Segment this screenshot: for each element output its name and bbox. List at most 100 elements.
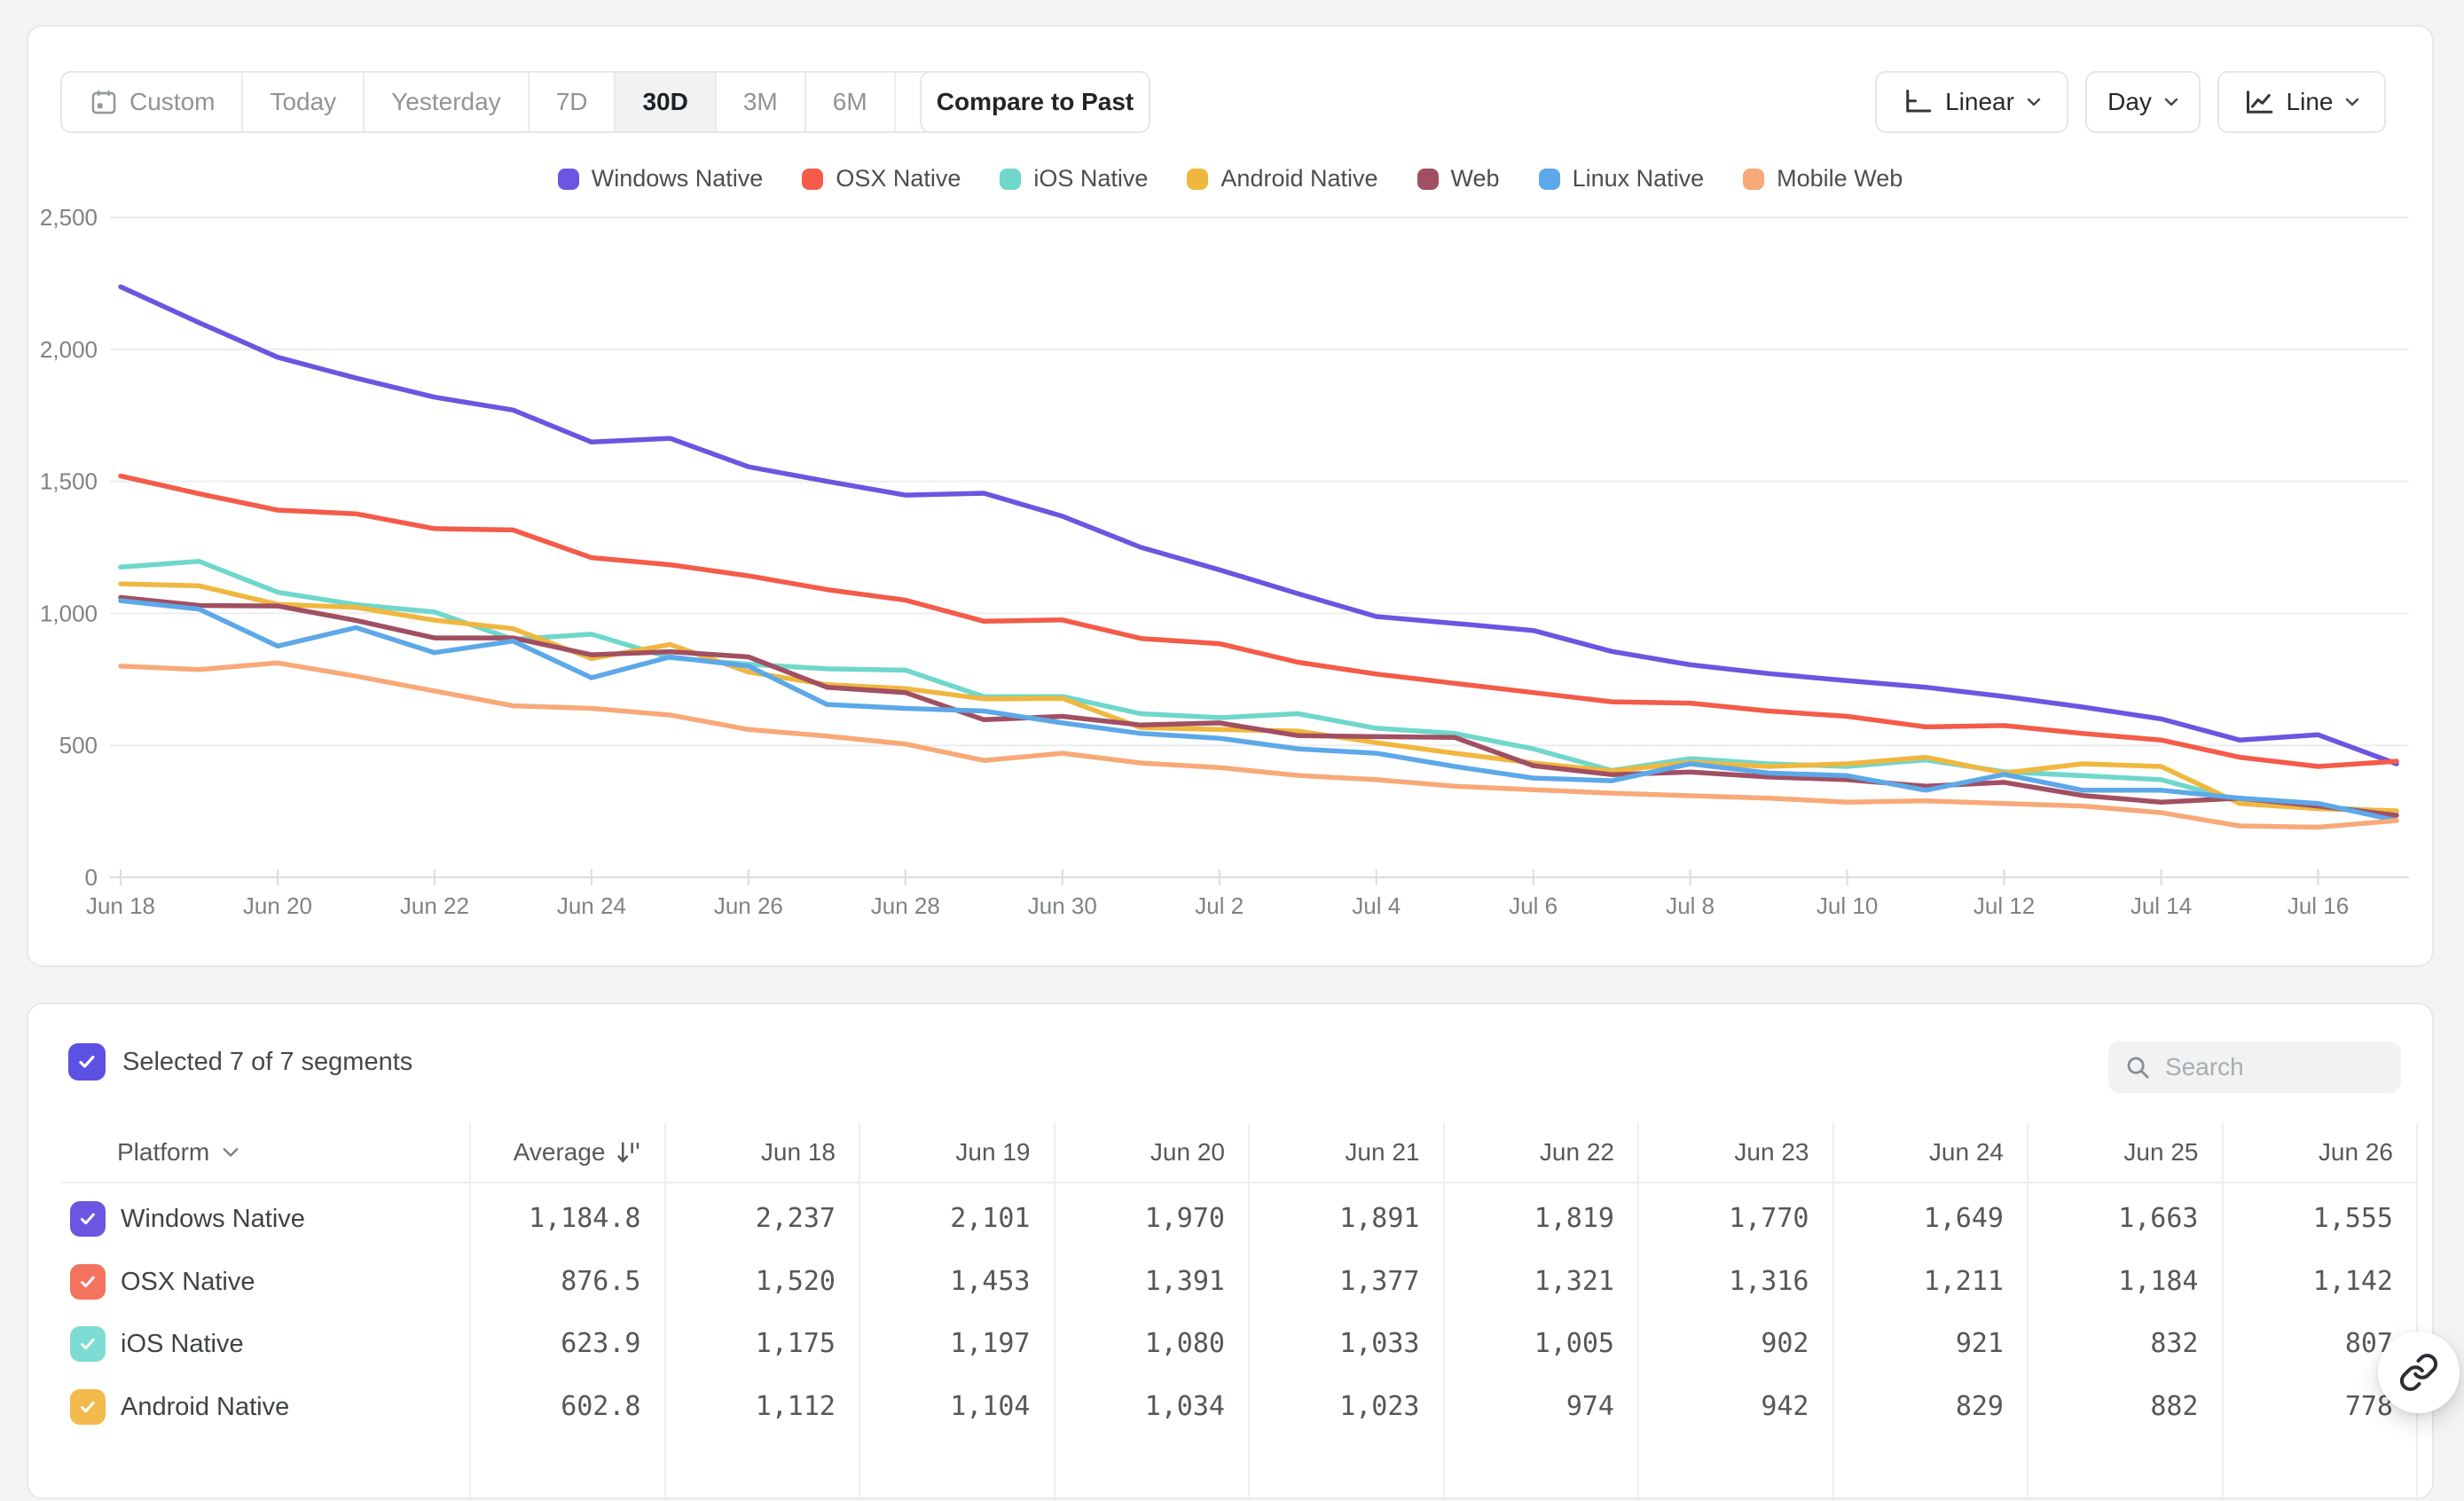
line-chart: 0 500 1,000 1,500 2,000 2,500 Jun 18 Jun 20 Jun …: [40, 204, 2409, 919]
date-range-today[interactable]: Today: [243, 73, 365, 131]
scale-select-button[interactable]: Linear: [1875, 71, 2068, 133]
column-header-label: Platform: [117, 1138, 210, 1166]
date-range-6m[interactable]: 6M: [805, 73, 896, 131]
y-axis-label: 0: [85, 864, 98, 891]
column-header-jun-19[interactable]: Jun 19: [955, 1123, 1030, 1182]
column-header-label: Jun 26: [2318, 1138, 2393, 1166]
column-header-jun-25[interactable]: Jun 25: [2123, 1123, 2198, 1182]
date-range-custom[interactable]: Custom: [62, 73, 244, 131]
table-cell: 1,316: [1729, 1265, 1809, 1297]
legend-item-linux-native[interactable]: Linux Native: [1538, 165, 1704, 193]
column-header-jun-23[interactable]: Jun 23: [1734, 1123, 1809, 1182]
search-box[interactable]: [2108, 1041, 2401, 1093]
x-axis-label: Jun 18: [86, 892, 155, 919]
row-checkbox-ios-native[interactable]: [70, 1326, 106, 1363]
table-cell: 2,101: [950, 1203, 1031, 1234]
segments-table: Platform Average Jun 18 Jun 19 Jun 20 Jun 21 J…: [28, 1004, 2432, 1501]
select-all-checkbox[interactable]: [68, 1043, 106, 1081]
x-axis-label: Jul 8: [1666, 892, 1715, 919]
table-cell: 1,663: [2118, 1203, 2199, 1234]
legend-label: OSX Native: [836, 165, 961, 192]
legend-item-osx-native[interactable]: OSX Native: [802, 165, 961, 193]
row-checkbox-windows-native[interactable]: [70, 1201, 106, 1237]
legend-item-web[interactable]: Web: [1416, 165, 1500, 193]
platform-name: Windows Native: [121, 1205, 305, 1233]
segments-table-panel: Selected 7 of 7 segments Platform Average…: [27, 1002, 2434, 1501]
series-line-windows-native: [118, 284, 2399, 766]
column-header-jun-22[interactable]: Jun 22: [1540, 1123, 1614, 1182]
table-cell: 1,023: [1339, 1390, 1420, 1422]
series-line-web: [118, 594, 2399, 818]
date-range-label: 3M: [742, 88, 778, 115]
table-cell: 921: [1955, 1328, 2004, 1360]
column-header-label: Jun 22: [1539, 1138, 1614, 1166]
date-range-label: 7D: [555, 88, 588, 115]
platform-name: OSX Native: [121, 1267, 255, 1296]
column-header-jun-20[interactable]: Jun 20: [1150, 1123, 1225, 1182]
legend-swatch: [1538, 168, 1560, 190]
date-range-label: 6M: [832, 88, 867, 115]
column-header-label: Jun 23: [1734, 1138, 1809, 1166]
table-cell: 1,970: [1144, 1203, 1225, 1234]
platform-name: Android Native: [121, 1392, 290, 1421]
legend-swatch: [1743, 168, 1765, 190]
table-cell: 1,770: [1729, 1203, 1809, 1234]
date-range-30d[interactable]: 30D: [616, 73, 717, 131]
legend-item-ios-native[interactable]: iOS Native: [1000, 165, 1148, 193]
column-header-jun-26[interactable]: Jun 26: [2319, 1123, 2393, 1182]
series-line-osx-native: [118, 473, 2399, 769]
date-range-yesterday[interactable]: Yesterday: [365, 73, 530, 131]
legend-swatch: [557, 168, 579, 190]
sort-descending-icon[interactable]: [615, 1139, 641, 1166]
line-chart-icon: [2246, 90, 2272, 114]
table-cell: 942: [1761, 1390, 1809, 1422]
column-divider: [1637, 1123, 1639, 1501]
table-cell: 1,520: [755, 1265, 836, 1297]
column-divider: [469, 1123, 471, 1501]
table-cell: 829: [1955, 1390, 2004, 1422]
legend-item-windows-native[interactable]: Windows Native: [557, 165, 764, 193]
x-axis-label: Jul 14: [2130, 892, 2192, 919]
column-header-average[interactable]: Average: [514, 1123, 641, 1182]
table-cell: 902: [1761, 1328, 1809, 1360]
legend-item-android-native[interactable]: Android Native: [1187, 165, 1378, 193]
column-header-jun-24[interactable]: Jun 24: [1929, 1123, 2004, 1182]
interval-select-button[interactable]: Day: [2085, 71, 2201, 133]
date-range-label: 30D: [642, 88, 688, 115]
chart-legend: Windows Native OSX Native iOS Native Androi…: [28, 165, 2432, 193]
table-cell: 1,184.8: [529, 1203, 641, 1234]
column-header-label: Jun 25: [2123, 1138, 2199, 1166]
column-divider: [2416, 1123, 2418, 1501]
table-cell: 1,377: [1339, 1265, 1420, 1297]
selected-segments-text: Selected 7 of 7 segments: [122, 1048, 413, 1076]
check-icon: [79, 1056, 95, 1068]
link-icon: [2399, 1353, 2438, 1392]
header-divider: [60, 1182, 2416, 1183]
column-header-jun-18[interactable]: Jun 18: [761, 1123, 836, 1182]
table-cell: 1,033: [1339, 1328, 1420, 1360]
legend-item-mobile-web[interactable]: Mobile Web: [1743, 165, 1903, 193]
date-range-3m[interactable]: 3M: [716, 73, 806, 131]
legend-label: Mobile Web: [1777, 165, 1903, 192]
legend-swatch: [1416, 168, 1439, 190]
chart-type-select-button[interactable]: Line: [2217, 71, 2386, 133]
column-header-platform[interactable]: Platform: [117, 1123, 239, 1182]
table-cell: 1,391: [1144, 1265, 1225, 1297]
legend-label: Web: [1450, 165, 1500, 192]
date-range-7d[interactable]: 7D: [529, 73, 616, 131]
check-icon: [81, 1213, 95, 1225]
search-input[interactable]: [2163, 1052, 2362, 1082]
row-checkbox-osx-native[interactable]: [70, 1263, 106, 1300]
x-axis-label: Jul 2: [1195, 892, 1244, 919]
table-cell: 1,321: [1534, 1265, 1614, 1297]
x-axis-label: Jul 12: [1974, 892, 2035, 919]
legend-label: Windows Native: [591, 165, 764, 192]
y-axis-label: 500: [59, 732, 98, 758]
row-checkbox-android-native[interactable]: [70, 1388, 106, 1425]
table-cell: 876.5: [561, 1265, 641, 1297]
check-icon: [81, 1338, 95, 1350]
interval-select-label: Day: [2107, 88, 2152, 115]
column-header-jun-21[interactable]: Jun 21: [1345, 1123, 1419, 1182]
share-link-button[interactable]: [2378, 1332, 2460, 1413]
compare-to-past-button[interactable]: Compare to Past: [920, 71, 1150, 133]
